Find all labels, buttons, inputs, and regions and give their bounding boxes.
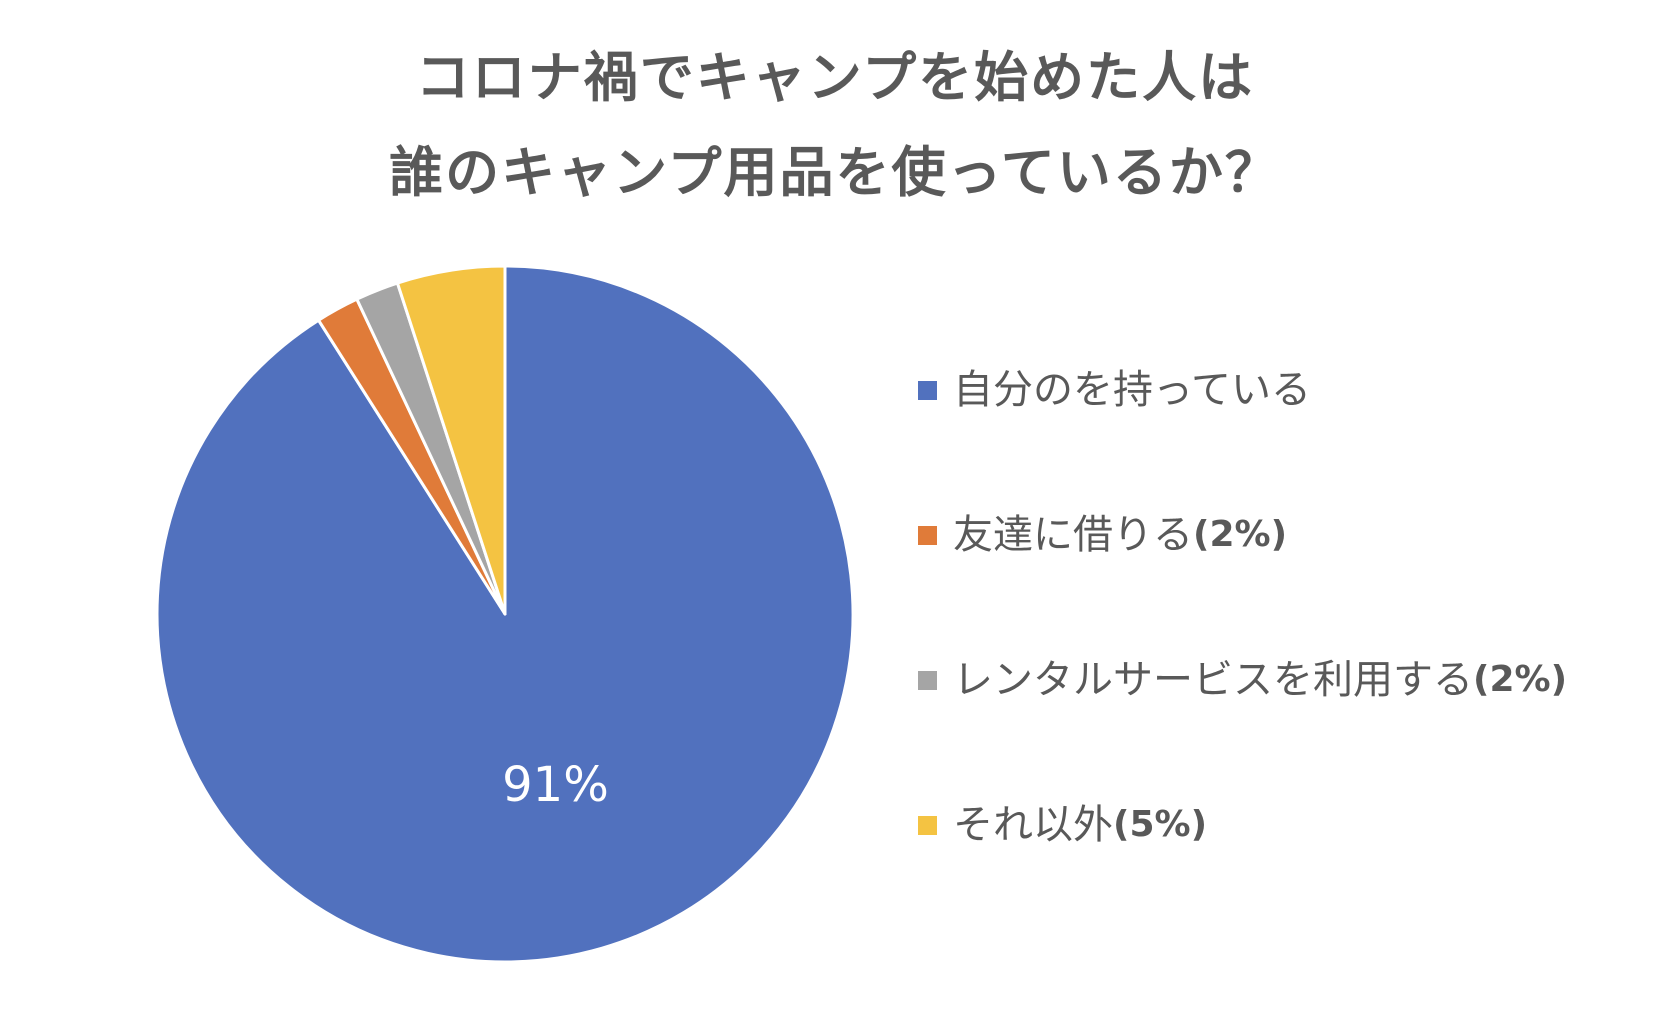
legend-label-other: それ以外: [953, 802, 1113, 848]
chart-title: コロナ禍でキャンプを始めた人は 誰のキャンプ用品を使っているか？: [0, 30, 1670, 220]
legend-swatch-rental: [918, 670, 937, 690]
legend-value-borrow: (2%): [1193, 514, 1288, 555]
legend-item-own: 自分のを持っている: [918, 360, 1311, 420]
chart-title-line-1: コロナ禍でキャンプを始めた人は: [415, 46, 1255, 109]
legend-item-other: それ以外 (5%): [918, 795, 1207, 855]
legend-label-rental: レンタルサービスを利用する: [953, 657, 1473, 703]
data-label-own: 91%: [502, 757, 609, 813]
legend-swatch-own: [918, 380, 937, 400]
legend-item-borrow: 友達に借りる (2%): [918, 505, 1287, 565]
legend-swatch-other: [918, 815, 937, 835]
legend-swatch-borrow: [918, 525, 937, 545]
chart-title-line-2: 誰のキャンプ用品を使っているか？: [389, 141, 1281, 204]
legend-label-own: 自分のを持っている: [953, 367, 1311, 413]
legend-value-rental: (2%): [1473, 659, 1568, 700]
legend-label-borrow: 友達に借りる: [953, 512, 1193, 558]
pie-slice-other: [395, 264, 507, 616]
legend-item-rental: レンタルサービスを利用する (2%): [918, 650, 1567, 710]
legend-value-other: (5%): [1113, 804, 1208, 845]
